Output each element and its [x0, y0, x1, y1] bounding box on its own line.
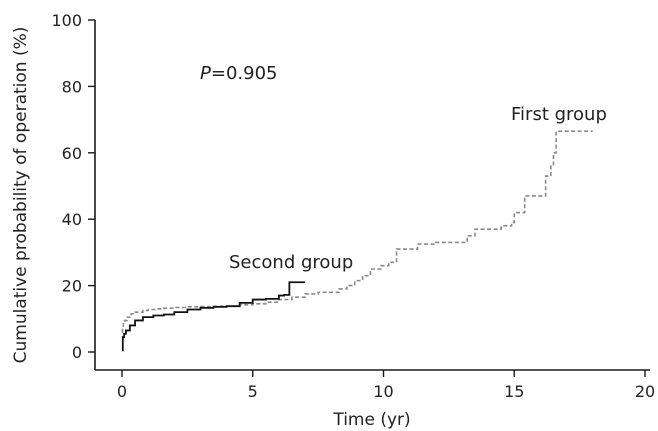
- y-tick-label: 60: [62, 144, 82, 163]
- series-layer: [121, 130, 593, 352]
- y-tick-label: 20: [62, 277, 82, 296]
- x-tick-label: 20: [635, 382, 655, 401]
- series-line-first-group: [121, 130, 593, 333]
- x-tick-label: 5: [248, 382, 258, 401]
- x-tick-label: 15: [504, 382, 524, 401]
- y-axis-title: Cumulative probability of operation (%): [11, 27, 31, 364]
- p-value-annotation: P=0.905: [200, 63, 277, 84]
- x-axis-title: Time (yr): [332, 410, 410, 430]
- ticks: 0 5 10 15 20 0 20 40 60 80 100: [51, 11, 655, 401]
- x-tick-label: 10: [373, 382, 393, 401]
- y-tick-label: 40: [62, 210, 82, 229]
- y-tick-label: 0: [72, 343, 82, 362]
- y-tick-label: 100: [51, 11, 82, 30]
- x-tick-label: 0: [117, 382, 127, 401]
- y-tick-label: 80: [62, 77, 82, 96]
- series-line-second-group: [121, 281, 306, 352]
- p-value-italic: P: [200, 63, 211, 84]
- series-label-first-group: First group: [511, 104, 607, 125]
- series-label-second-group: Second group: [229, 252, 353, 273]
- axes: [94, 20, 650, 371]
- p-value-rest: =0.905: [211, 63, 278, 84]
